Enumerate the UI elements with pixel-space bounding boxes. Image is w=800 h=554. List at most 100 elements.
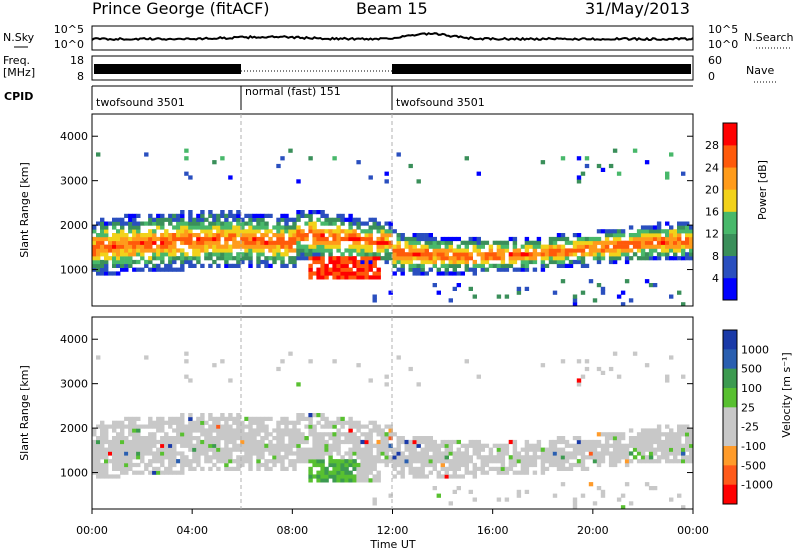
power-cell xyxy=(496,267,502,272)
velocity-cell xyxy=(681,459,686,464)
power-cell xyxy=(212,221,217,226)
power-cell xyxy=(272,233,277,238)
velocity-cell xyxy=(512,439,518,445)
velocity-cell xyxy=(416,443,421,448)
velocity-cell xyxy=(120,462,125,468)
power-cell xyxy=(348,225,353,230)
power-cell xyxy=(620,290,626,295)
power-cell xyxy=(228,221,233,226)
velocity-cell xyxy=(380,428,385,433)
velocity-cell xyxy=(128,455,133,460)
velocity-cell xyxy=(308,447,313,452)
power-cell xyxy=(124,259,129,265)
velocity-cell xyxy=(272,436,277,441)
power-cell xyxy=(584,252,590,257)
power-cell xyxy=(360,263,365,268)
velocity-cell xyxy=(352,459,357,464)
power-cell xyxy=(168,263,173,268)
power-cell xyxy=(216,256,221,261)
velocity-cell xyxy=(128,416,133,421)
velocity-cell xyxy=(100,428,105,433)
velocity-cell xyxy=(689,455,694,460)
velocity-cell xyxy=(644,432,650,437)
power-cell xyxy=(480,259,485,265)
power-cell xyxy=(148,233,153,238)
velocity-cell xyxy=(220,447,225,452)
power-cell xyxy=(644,240,650,245)
power-cell xyxy=(172,240,177,245)
power-cell xyxy=(673,252,678,257)
power-cell xyxy=(388,256,393,261)
velocity-cell xyxy=(384,462,389,468)
velocity-cell xyxy=(256,443,261,448)
velocity-cell xyxy=(176,432,181,437)
velocity-cell xyxy=(288,439,293,445)
velocity-cell xyxy=(616,432,622,437)
velocity-cell xyxy=(116,424,121,429)
frequency-band-seg-1 xyxy=(94,64,241,74)
velocity-cell xyxy=(320,466,325,471)
velocity-cell xyxy=(677,439,682,445)
power-cell xyxy=(264,256,269,261)
power-cell xyxy=(476,252,481,257)
velocity-cell xyxy=(624,459,630,464)
velocity-cell xyxy=(368,428,373,433)
power-cell xyxy=(104,229,109,234)
velocity-cell xyxy=(552,493,558,498)
velocity-cell xyxy=(224,455,229,460)
power-cell xyxy=(584,163,590,169)
velocity-cell xyxy=(200,420,205,425)
velocity-cell xyxy=(508,439,514,445)
power-cell xyxy=(280,236,285,242)
power-cell xyxy=(644,229,650,234)
power-cell xyxy=(560,233,566,238)
velocity-cell xyxy=(224,420,229,425)
power-cell xyxy=(180,259,185,265)
power-cell xyxy=(532,240,538,245)
velocity-cell xyxy=(640,455,646,460)
power-cell xyxy=(556,248,562,253)
xtick-label: 00:00 xyxy=(677,524,709,537)
velocity-cell xyxy=(552,455,558,460)
power-cell xyxy=(104,252,109,257)
velocity-cell xyxy=(176,420,181,425)
power-cell xyxy=(256,252,261,257)
power-cell xyxy=(152,229,157,234)
power-cell xyxy=(640,244,646,249)
power-cell xyxy=(572,252,578,257)
power-cell xyxy=(208,236,213,242)
power-cell xyxy=(636,233,642,238)
velocity-cell xyxy=(324,451,329,456)
power-cell xyxy=(152,221,157,226)
velocity-cell xyxy=(96,474,101,479)
power-cell xyxy=(280,233,285,238)
velocity-cell xyxy=(236,466,241,471)
power-cell xyxy=(520,252,526,257)
power-cell xyxy=(452,271,457,276)
power-cell xyxy=(148,221,153,226)
velocity-cell xyxy=(160,470,165,475)
velocity-cell xyxy=(432,451,437,456)
velocity-cell xyxy=(360,478,365,483)
velocity-cell xyxy=(368,439,373,445)
velocity-cell xyxy=(560,459,566,464)
power-cell xyxy=(108,244,113,249)
power-cell xyxy=(120,240,125,245)
velocity-cell xyxy=(336,466,341,471)
power-cell xyxy=(420,263,425,268)
power-cell xyxy=(216,213,221,218)
power-cell xyxy=(248,240,253,245)
power-cell xyxy=(324,221,329,226)
velocity-cell xyxy=(436,493,441,498)
power-cell xyxy=(96,244,101,249)
velocity-cell xyxy=(232,459,237,464)
velocity-cell xyxy=(616,374,622,379)
power-cell xyxy=(604,233,610,238)
power-cell xyxy=(100,221,105,226)
power-cell xyxy=(560,248,566,253)
velocity-cell xyxy=(104,424,109,429)
velocity-cell xyxy=(120,420,125,425)
power-cell xyxy=(592,236,598,242)
power-cell xyxy=(444,244,449,249)
